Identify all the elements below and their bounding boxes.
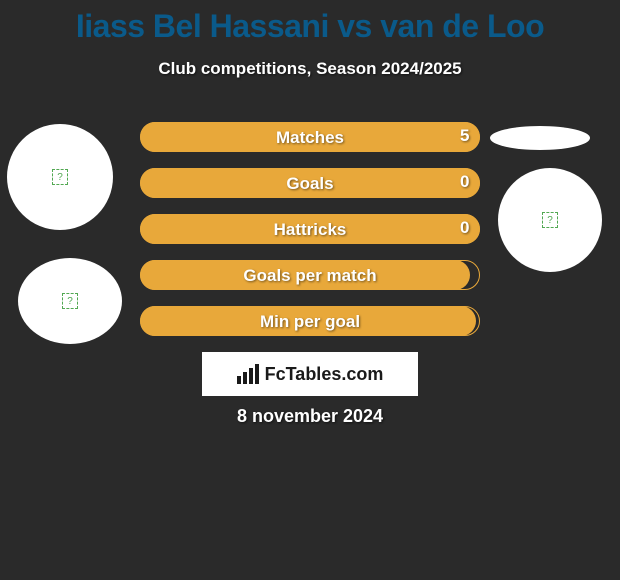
bar-chart-icon [237,364,259,384]
bar-container: Goals [140,168,480,200]
stat-label: Goals [140,174,480,194]
stat-value-right: 0 [460,218,469,238]
stat-row: Goals0 [0,166,620,212]
page-title: Iiass Bel Hassani vs van de Loo [0,0,620,45]
stat-value-right: 5 [460,126,469,146]
stat-label: Matches [140,128,480,148]
bar-container: Goals per match [140,260,480,292]
stats-area: Matches5Goals0Hattricks0Goals per matchM… [0,120,620,350]
stat-row: Matches5 [0,120,620,166]
stat-row: Min per goal [0,304,620,350]
bar-container: Matches [140,122,480,154]
stat-row: Hattricks0 [0,212,620,258]
bar-container: Hattricks [140,214,480,246]
stat-label: Goals per match [140,266,480,286]
stat-row: Goals per match [0,258,620,304]
branding-badge: FcTables.com [202,352,418,396]
stat-label: Hattricks [140,220,480,240]
bar-container: Min per goal [140,306,480,338]
date-text: 8 november 2024 [0,406,620,427]
subtitle: Club competitions, Season 2024/2025 [0,59,620,79]
stat-label: Min per goal [140,312,480,332]
branding-text: FcTables.com [265,364,384,385]
stat-value-right: 0 [460,172,469,192]
